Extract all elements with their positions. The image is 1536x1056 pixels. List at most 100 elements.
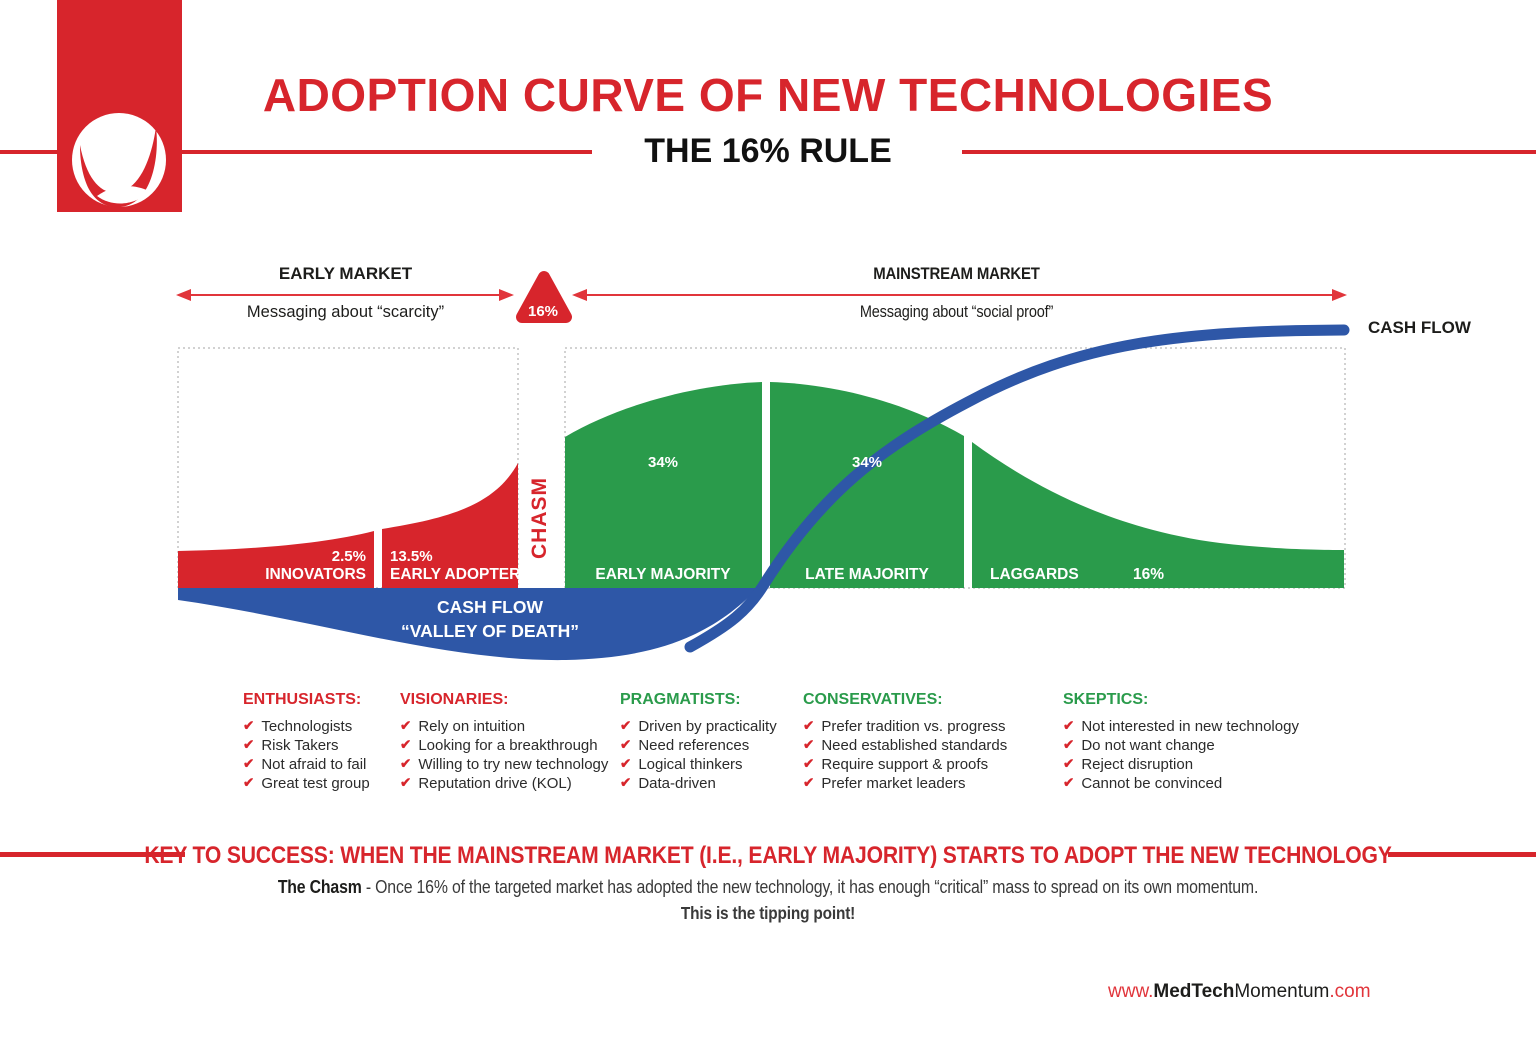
page-title: ADOPTION CURVE OF NEW TECHNOLOGIES [262,69,1274,121]
early-market-label: EARLY MARKET [278,264,413,283]
list-item: ✔ Rely on intuition [400,718,608,737]
list-item-label: Data-driven [638,775,716,792]
check-icon: ✔ [803,737,815,752]
chasm-label: CHASM [528,477,551,559]
tipping-point-note: This is the tipping point! [680,903,856,923]
list-item: ✔ Require support & proofs [803,756,1007,775]
list-item-label: Driven by practicality [638,718,777,735]
list-item-label: Prefer tradition vs. progress [821,718,1006,735]
brand-logo [57,0,182,212]
innovators-label: INNOVATORS [265,566,366,583]
check-icon: ✔ [1063,718,1075,733]
valley-of-death-label: “VALLEY OF DEATH” [401,621,579,641]
website-medtech: MedTech [1153,981,1235,1002]
check-icon: ✔ [400,737,412,752]
header-rule-right [962,150,1536,154]
check-icon: ✔ [620,718,632,733]
segment-early-majority [565,382,762,588]
check-icon: ✔ [243,737,255,752]
check-icon: ✔ [803,718,815,733]
persona-column-pragmatists: PRAGMATISTS: ✔ Driven by practicality ✔ Ne… [620,691,777,794]
persona-column-conservatives: CONSERVATIVES: ✔ Prefer tradition vs. pro… [803,691,1007,794]
chasm-triangle-pct: 16% [528,303,558,320]
late-majority-label: LATE MAJORITY [805,566,929,583]
check-icon: ✔ [400,775,412,790]
cash-flow-axis-label: CASH FLOW [1368,318,1471,337]
early-market-arrow [176,289,514,301]
key-rule-left [0,852,185,857]
list-item-label: Not afraid to fail [261,756,367,773]
list-item-label: Not interested in new technology [1081,718,1299,735]
chasm-explanation: The Chasm - Once 16% of the targeted mar… [92,877,1444,898]
check-icon: ✔ [400,756,412,771]
cash-flow-curve [684,324,1350,653]
persona-title: CONSERVATIVES: [803,691,943,708]
list-item-label: Rely on intuition [418,718,526,735]
brand-logo-mark [72,113,166,208]
persona-column-skeptics: SKEPTICS: ✔ Not interested in new technol… [1063,691,1299,794]
list-item: ✔ Looking for a breakthrough [400,737,608,756]
mainstream-market-messaging: Messaging about “social proof” [859,303,1054,321]
list-item: ✔ Technologists [243,718,370,737]
list-item: ✔ Risk Takers [243,737,370,756]
early-market-messaging: Messaging about “scarcity” [246,303,445,321]
list-item-label: Great test group [261,775,370,792]
list-item-label: Prefer market leaders [821,775,966,792]
laggards-label: LAGGARDS [990,566,1079,583]
segment-innovators [178,531,374,588]
list-item: ✔ Prefer tradition vs. progress [803,718,1007,737]
laggards-pct: 16% [1133,566,1164,583]
list-item-label: Logical thinkers [638,756,743,773]
list-item: ✔ Not interested in new technology [1063,718,1299,737]
website-prefix: www. [1108,981,1154,1002]
list-item: ✔ Willing to try new technology [400,756,608,775]
list-item-label: Risk Takers [261,737,339,754]
list-item: ✔ Need established standards [803,737,1007,756]
persona-title: ENTHUSIASTS: [243,691,362,708]
persona-title: SKEPTICS: [1063,691,1149,708]
segment-early-adopters [382,463,518,588]
check-icon: ✔ [243,756,255,771]
page-subtitle: THE 16% RULE [644,132,892,170]
list-item-label: Looking for a breakthrough [418,737,598,754]
list-item: ✔ Need references [620,737,777,756]
persona-column-visionaries: VISIONARIES: ✔ Rely on intuition ✔ Looking… [400,691,608,794]
list-item-label: Cannot be convinced [1081,775,1223,792]
early-majority-pct: 34% [648,454,678,471]
valley-cash-flow-label: CASH FLOW [437,597,543,617]
website-momentum: Momentum [1234,981,1330,1002]
check-icon: ✔ [803,756,815,771]
check-icon: ✔ [620,775,632,790]
innovators-pct: 2.5% [332,548,366,565]
cash-flow-valley-shape [178,588,758,661]
list-item-label: Require support & proofs [821,756,989,773]
segment-laggards [972,442,1344,588]
list-item: ✔ Not afraid to fail [243,756,370,775]
mainstream-market-label: MAINSTREAM MARKET [873,264,1040,283]
chasm-explanation-lead: The Chasm [277,877,362,897]
check-icon: ✔ [400,718,412,733]
persona-title: VISIONARIES: [400,691,509,708]
persona-column-enthusiasts: ENTHUSIASTS: ✔ Technologists ✔ Risk Takers… [243,691,370,794]
list-item: ✔ Great test group [243,775,370,794]
list-item-label: Reputation drive (KOL) [418,775,572,792]
list-item: ✔ Cannot be convinced [1063,775,1299,794]
check-icon: ✔ [1063,737,1075,752]
list-item-label: Willing to try new technology [418,756,609,773]
list-item-label: Need references [638,737,750,754]
list-item-label: Need established standards [821,737,1008,754]
list-item: ✔ Reputation drive (KOL) [400,775,608,794]
list-item: ✔ Do not want change [1063,737,1299,756]
key-rule-right [1388,852,1536,857]
check-icon: ✔ [620,737,632,752]
early-adopters-pct: 13.5% [390,548,433,565]
segment-late-majority [770,382,964,588]
list-item: ✔ Data-driven [620,775,777,794]
check-icon: ✔ [620,756,632,771]
list-item: ✔ Reject disruption [1063,756,1299,775]
website-link[interactable]: www.MedTechMomentum.com [1108,981,1371,1003]
mainstream-market-arrow [572,289,1347,301]
key-to-success-headline: KEY TO SUCCESS: WHEN THE MAINSTREAM MARK… [144,842,1392,869]
